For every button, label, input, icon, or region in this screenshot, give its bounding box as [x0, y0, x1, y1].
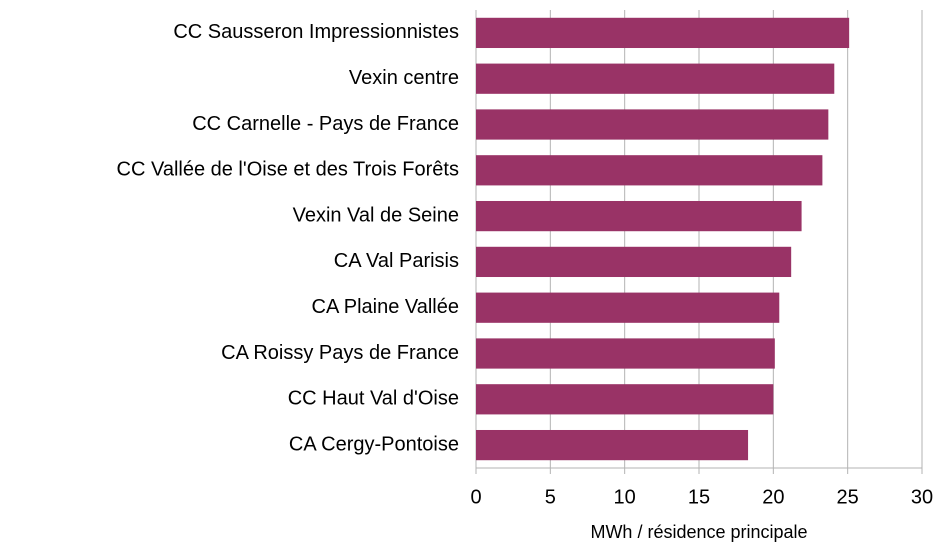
bar	[476, 200, 802, 232]
y-tick-label: CC Haut Val d'Oise	[288, 388, 459, 410]
x-tick-label: 0	[470, 486, 481, 508]
bar	[476, 109, 829, 140]
y-tick-label: CC Vallée de l'Oise et des Trois Forêts	[117, 159, 459, 181]
x-tick-label: 5	[545, 486, 556, 508]
x-tick-label: 30	[911, 486, 933, 508]
bar	[476, 17, 850, 49]
x-tick-label: 15	[688, 486, 710, 508]
y-tick-label: CA Cergy-Pontoise	[289, 433, 459, 455]
y-tick-label: CC Sausseron Impressionnistes	[173, 21, 459, 43]
bar	[476, 338, 775, 369]
y-tick-label: CA Roissy Pays de France	[221, 342, 459, 364]
x-tick-label: 10	[614, 486, 636, 508]
x-tick-label: 25	[837, 486, 859, 508]
y-tick-label: CA Plaine Vallée	[312, 296, 460, 318]
bar	[476, 429, 749, 461]
bar	[476, 246, 792, 278]
y-tick-label: CA Val Parisis	[334, 250, 459, 272]
x-axis-title: MWh / résidence principale	[590, 522, 807, 542]
bar	[476, 292, 780, 323]
y-tick-label: Vexin Val de Seine	[293, 204, 459, 226]
x-tick-label: 20	[762, 486, 784, 508]
y-tick-label: CC Carnelle - Pays de France	[192, 113, 459, 135]
y-tick-label: Vexin centre	[349, 67, 459, 89]
bar	[476, 384, 774, 415]
bar	[476, 63, 835, 94]
bar	[476, 155, 823, 186]
